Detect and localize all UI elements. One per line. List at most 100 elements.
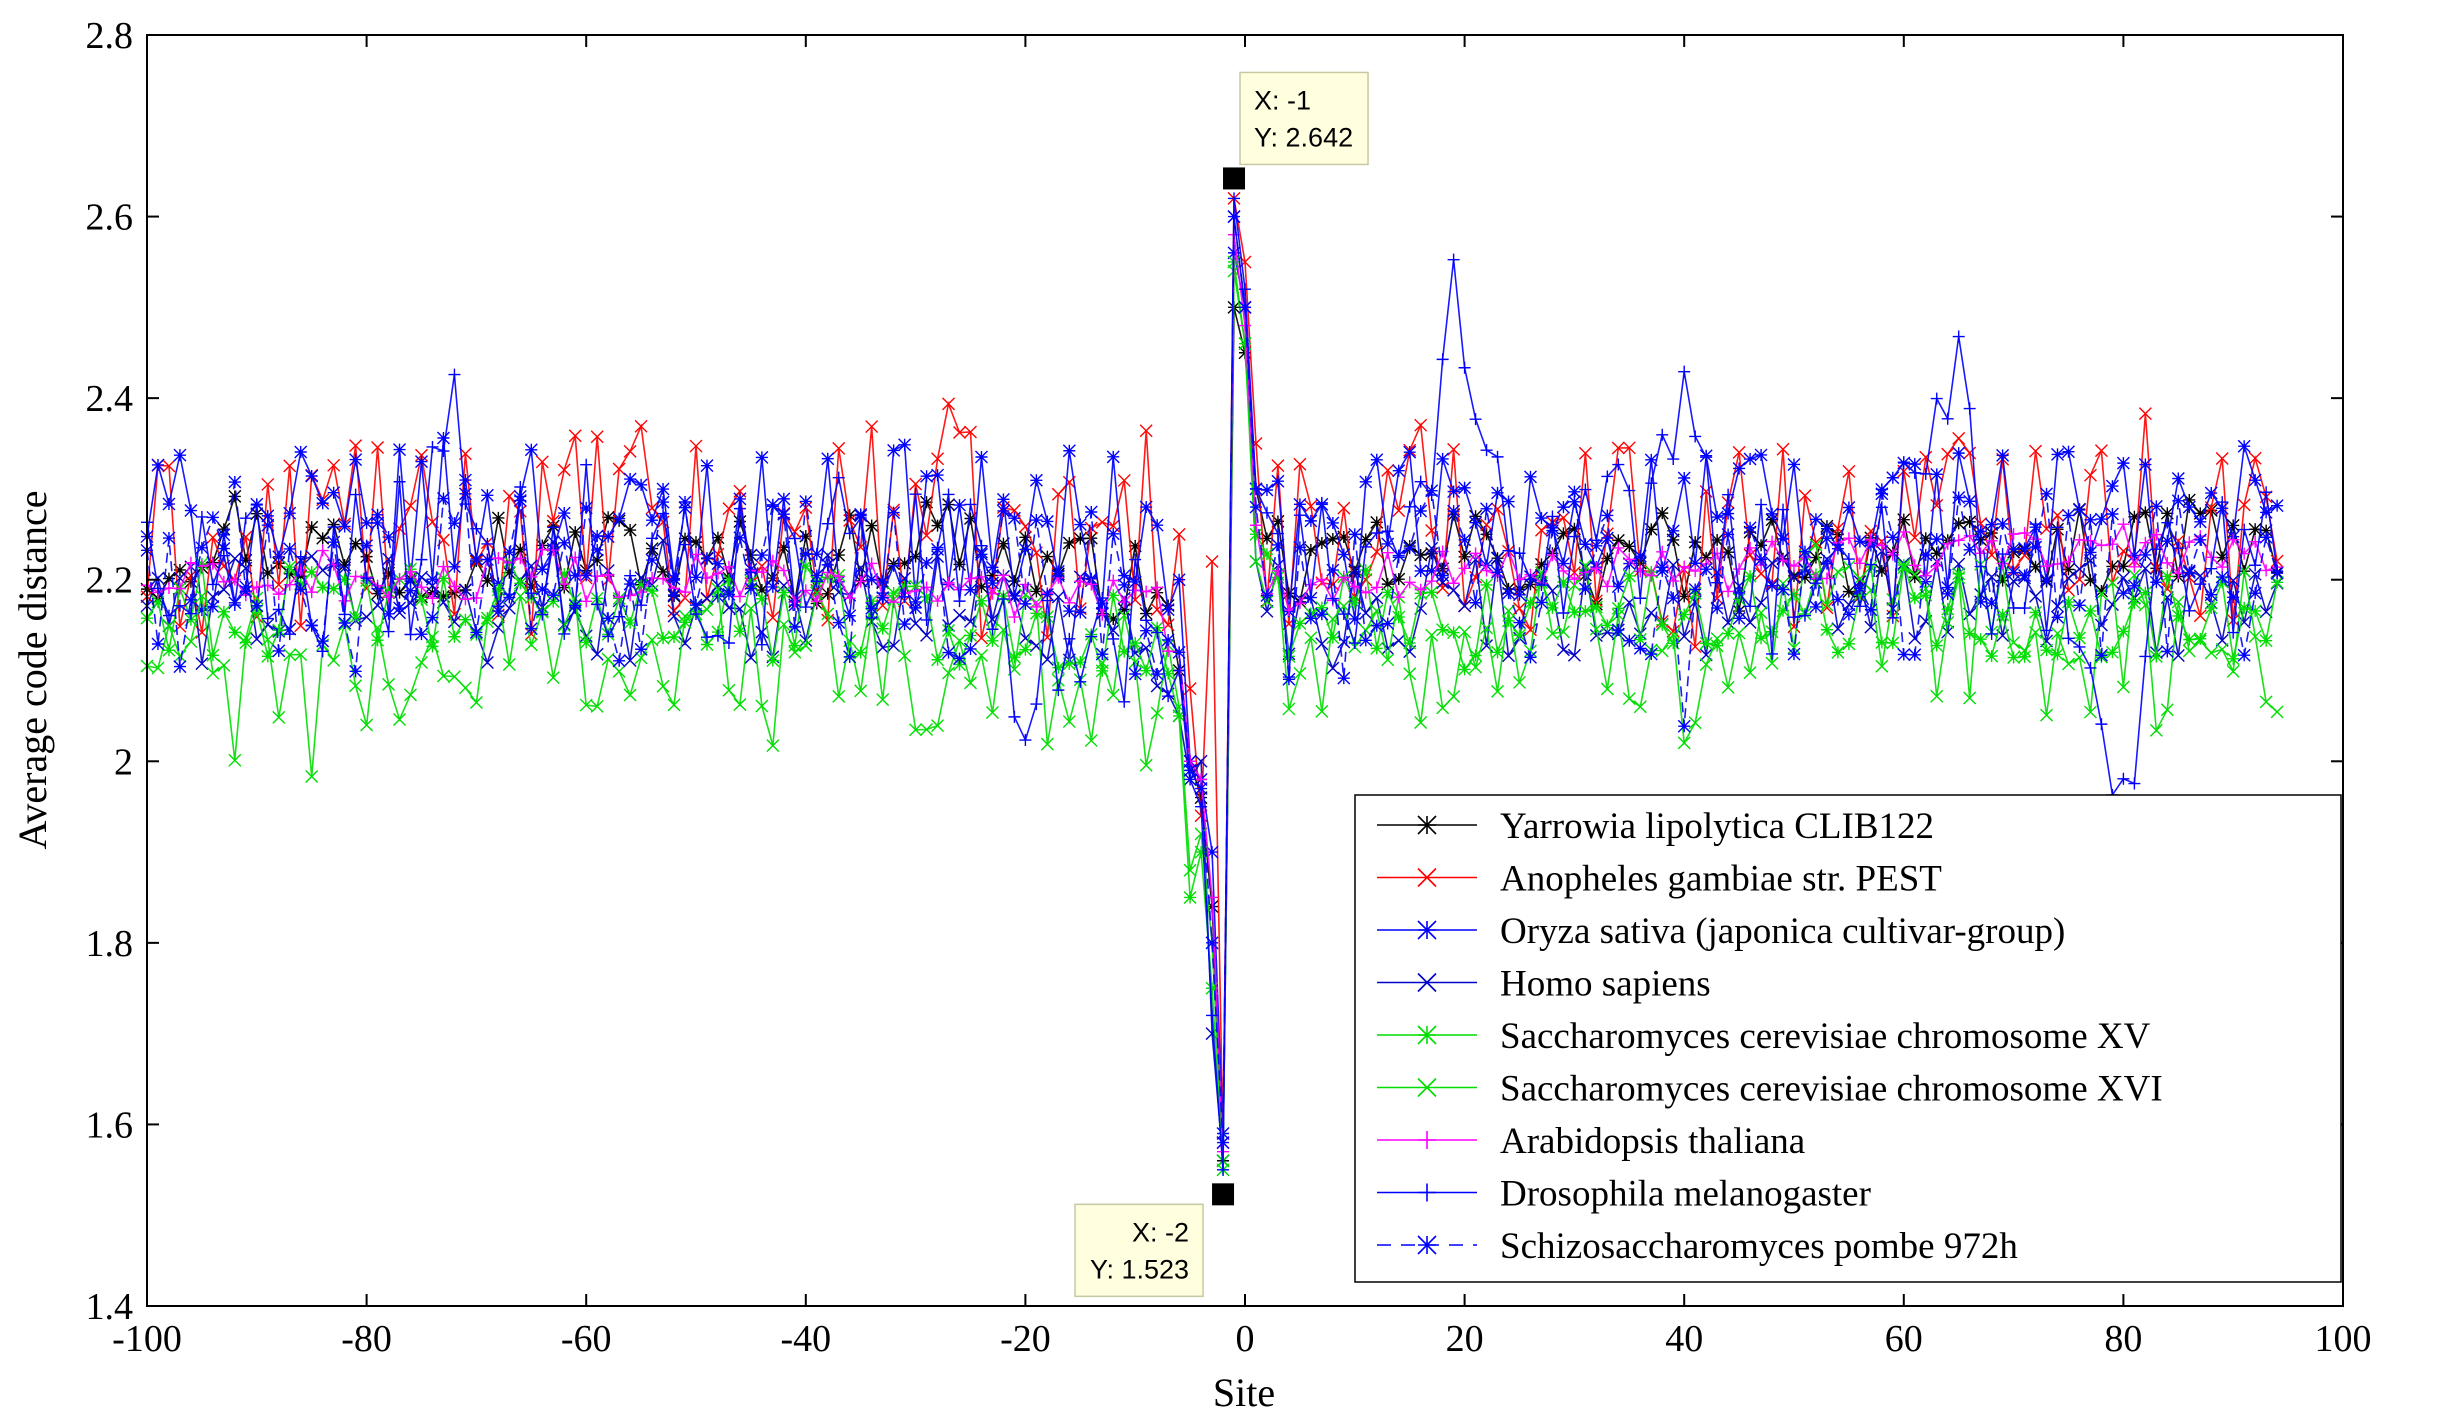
data-point: [1117, 473, 1131, 487]
data-point: [1622, 539, 1636, 553]
data-point: [1304, 514, 1318, 528]
data-point: [1502, 649, 1516, 663]
data-point: [195, 510, 208, 523]
data-point: [1315, 607, 1329, 621]
data-point: [678, 609, 692, 623]
data-point: [1315, 637, 1329, 651]
x-tick-label: 100: [2315, 1318, 2372, 1360]
data-point: [1556, 643, 1570, 657]
data-point: [1886, 530, 1900, 544]
data-point: [1008, 611, 1021, 624]
data-point: [228, 489, 242, 503]
data-point: [1733, 563, 1746, 576]
data-point: [1502, 544, 1515, 557]
data-point: [217, 575, 230, 588]
data-point: [162, 618, 176, 632]
data-point: [1557, 564, 1570, 577]
x-tick-label: 80: [2104, 1318, 2142, 1360]
data-point: [1677, 471, 1691, 485]
data-point: [1567, 522, 1581, 536]
data-point: [1007, 650, 1021, 664]
data-point: [2248, 604, 2262, 618]
data-point: [1667, 453, 1680, 466]
data-point: [151, 661, 165, 675]
data-point: [294, 569, 308, 583]
x-tick-label: -100: [112, 1318, 182, 1360]
data-point: [1436, 452, 1450, 466]
data-point: [458, 613, 472, 627]
data-point: [1447, 577, 1460, 590]
data-point: [2193, 634, 2207, 648]
data-point: [480, 553, 494, 567]
data-point: [810, 568, 824, 582]
data-point: [2007, 566, 2021, 580]
data-point: [338, 572, 352, 586]
legend-label: Schizosaccharomyces pombe 972h: [1500, 1226, 2018, 1267]
data-point: [1337, 571, 1350, 584]
data-point: [690, 548, 702, 561]
data-point: [1260, 595, 1274, 609]
data-point: [1776, 532, 1790, 546]
data-point: [2094, 648, 2108, 662]
data-point: [722, 601, 736, 615]
data-point: [1139, 664, 1153, 678]
data-point: [1644, 453, 1658, 467]
data-point: [2160, 703, 2174, 717]
data-point: [2193, 515, 2207, 529]
data-point: [448, 580, 461, 593]
data-point: [425, 579, 439, 593]
data-point: [1996, 517, 2010, 531]
data-point: [700, 459, 714, 473]
data-point: [1239, 283, 1251, 296]
data-point: [2007, 528, 2020, 541]
data-point: [1139, 758, 1153, 772]
data-point: [404, 628, 417, 641]
data-point: [1908, 457, 1922, 471]
data-point: [316, 645, 329, 658]
data-point: [382, 607, 396, 621]
data-point: [1557, 607, 1570, 620]
datatip-1[interactable]: X: -1 Y: 2.642: [1221, 71, 1369, 192]
data-point: [1150, 706, 1164, 720]
data-point: [1732, 461, 1746, 475]
data-point: [305, 618, 319, 632]
data-point: [755, 638, 768, 651]
data-point: [2215, 452, 2229, 466]
data-point: [546, 514, 560, 528]
data-point: [1370, 515, 1384, 529]
data-point: [294, 648, 308, 662]
data-point: [1842, 637, 1856, 651]
data-point: [2094, 512, 2108, 526]
data-point: [1040, 550, 1054, 564]
data-point: [1029, 513, 1043, 527]
data-point: [744, 582, 758, 596]
data-point: [1666, 533, 1680, 547]
data-point: [1381, 546, 1394, 559]
data-point: [843, 527, 856, 540]
data-point: [1589, 600, 1603, 614]
data-point: [425, 630, 439, 644]
data-point: [579, 568, 593, 582]
data-point: [1820, 623, 1834, 637]
data-point: [1074, 675, 1087, 688]
data-point: [799, 601, 812, 614]
data-point: [2127, 549, 2141, 562]
data-point: [667, 609, 681, 623]
data-point: [327, 486, 341, 500]
datatip-2[interactable]: X: -2 Y: 1.523: [1074, 1181, 1237, 1298]
data-point: [480, 611, 494, 625]
data-point: [1107, 632, 1120, 645]
data-point: [1985, 627, 1998, 640]
data-point: [1348, 612, 1362, 626]
data-point: [1315, 601, 1329, 615]
data-point: [1436, 569, 1450, 583]
data-point: [1206, 891, 1219, 904]
data-point: [195, 560, 208, 573]
data-point: [1018, 597, 1032, 611]
data-point: [1194, 845, 1208, 859]
data-point: [1337, 608, 1350, 621]
data-point: [1480, 564, 1493, 577]
y-tick-label: 2.2: [86, 560, 134, 602]
data-point: [2171, 494, 2185, 508]
data-point: [1183, 863, 1197, 877]
